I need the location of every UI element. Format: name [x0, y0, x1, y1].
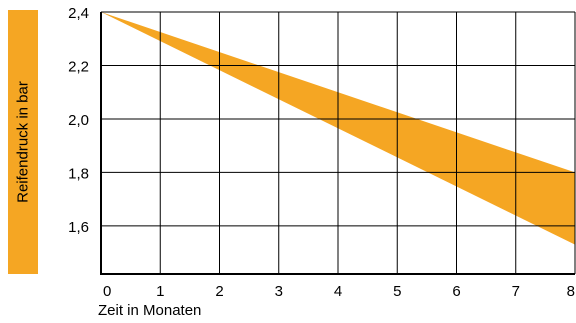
y-axis-label-background	[8, 10, 38, 274]
x-tick-label: 7	[512, 283, 520, 300]
y-tick-label: 2,2	[68, 58, 89, 75]
x-tick-label: 1	[156, 283, 164, 300]
x-tick-label: 4	[334, 283, 342, 300]
x-tick-label: 8	[567, 283, 575, 300]
y-tick-label: 2,4	[68, 5, 89, 22]
x-tick-label: 2	[215, 283, 223, 300]
y-tick-label: 1,8	[68, 165, 89, 182]
x-tick-label: 6	[452, 283, 460, 300]
x-tick-label: 5	[393, 283, 401, 300]
y-tick-label: 1,6	[68, 219, 89, 236]
x-tick-label: 0	[103, 283, 111, 300]
x-tick-label: 3	[275, 283, 283, 300]
x-axis-label: Zeit in Monaten	[98, 302, 202, 319]
y-tick-label: 2,0	[68, 112, 89, 129]
